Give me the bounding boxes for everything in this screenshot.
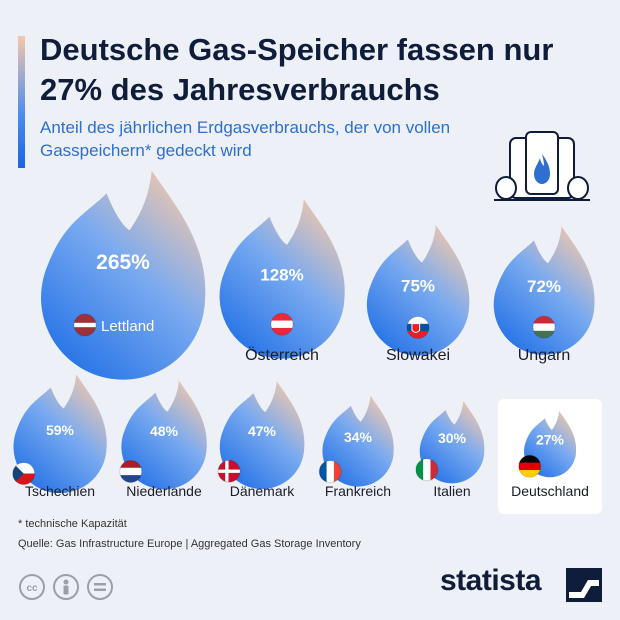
flame-mark — [419, 400, 485, 484]
flame-mark — [322, 395, 394, 487]
person-icon — [53, 574, 79, 600]
flame-mark — [41, 170, 206, 380]
flag-icon — [217, 459, 241, 483]
value-label: 27% — [536, 432, 565, 448]
country-label: Frankreich — [325, 483, 391, 499]
flame-mark — [121, 380, 207, 490]
country-label: Lettland — [101, 318, 154, 335]
value-label: 47% — [248, 423, 277, 439]
flag-icon — [406, 315, 430, 339]
flag-icon — [318, 460, 342, 484]
page-subtitle: Anteil des jährlichen Erdgasverbrauchs, … — [40, 118, 451, 160]
value-label: 128% — [260, 266, 303, 285]
svg-text:cc: cc — [26, 583, 38, 594]
equal-icon — [87, 574, 113, 600]
country-label: Tschechien — [25, 483, 95, 499]
gas-storage-icon — [494, 131, 590, 201]
value-label: 265% — [96, 251, 150, 274]
flame-mark — [366, 225, 470, 356]
country-label: Dänemark — [230, 483, 296, 499]
country-label: Deutschland — [511, 483, 589, 499]
page-title: Deutsche Gas-Speicher fassen nur 27% des… — [40, 32, 554, 107]
flag-icon — [270, 312, 294, 336]
statista-logo-icon[interactable] — [566, 568, 602, 602]
flag-icon — [415, 458, 439, 482]
country-label: Italien — [433, 483, 470, 499]
flag-icon — [518, 454, 542, 478]
flame-mark — [219, 199, 345, 359]
title-accent-bar — [18, 36, 25, 168]
value-label: 72% — [527, 277, 561, 296]
flame-mark — [219, 381, 305, 490]
value-label: 59% — [46, 422, 75, 438]
flag-icon — [73, 313, 97, 337]
value-label: 75% — [401, 277, 435, 296]
license-icons[interactable]: cc — [18, 572, 128, 602]
flag-icon — [119, 459, 143, 483]
flame-mark — [13, 374, 107, 494]
flag-icon — [532, 315, 556, 339]
statista-brand[interactable]: statista — [440, 564, 542, 597]
country-label: Niederlande — [126, 483, 202, 499]
country-label: Ungarn — [518, 347, 570, 364]
country-label: Österreich — [245, 346, 319, 364]
cc-icon: cc — [19, 574, 45, 600]
source-link[interactable]: Quelle: Gas Infrastructure Europe | Aggr… — [18, 538, 361, 550]
value-label: 34% — [344, 429, 373, 445]
value-label: 48% — [150, 423, 179, 439]
footnote: * technische Kapazität — [18, 518, 127, 530]
value-label: 30% — [438, 430, 467, 446]
flame-mark — [493, 226, 595, 355]
country-label: Slowakei — [386, 347, 450, 364]
flag-icon — [12, 462, 36, 486]
